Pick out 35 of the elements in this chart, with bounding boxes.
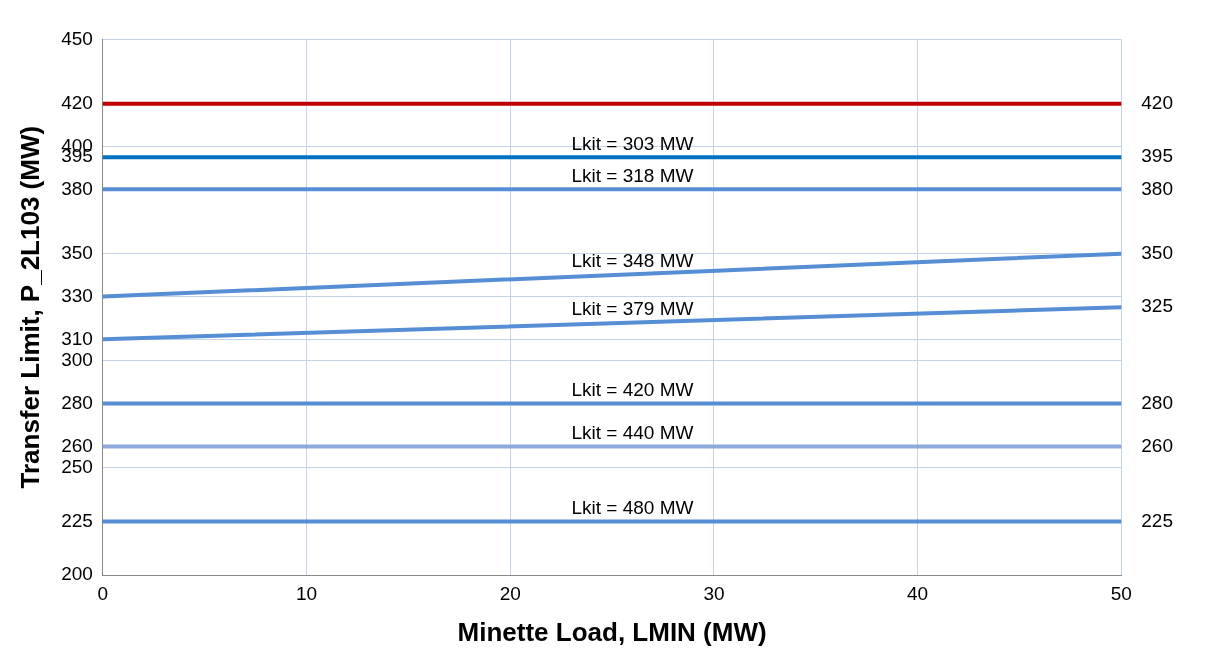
y-axis-title: Transfer Limit, P_2L103 (MW): [14, 125, 45, 489]
series-label: Lkit = 440 MW: [571, 422, 694, 444]
x-tick-label: 0: [97, 582, 109, 604]
y2-tick-label: 350: [1141, 241, 1173, 263]
y-tick-label: 380: [61, 177, 93, 199]
y-tick-label: 300: [61, 348, 93, 370]
y-tick-label: 450: [61, 27, 93, 49]
y-tick-label: 260: [61, 434, 93, 456]
y2-tick-label: 225: [1141, 509, 1173, 531]
y-tick-label: 200: [61, 563, 93, 585]
x-tick-label: 10: [296, 582, 318, 604]
y-tick-label: 350: [61, 241, 93, 263]
series-label: Lkit = 348 MW: [571, 249, 694, 271]
y-tick-label: 280: [61, 391, 93, 413]
x-tick-label: 40: [907, 582, 929, 604]
x-tick-label: 20: [499, 582, 521, 604]
y2-tick-label: 260: [1141, 434, 1173, 456]
y-tick-label: 310: [61, 327, 93, 349]
x-axis-title: Minette Load, LMIN (MW): [457, 616, 767, 647]
y-tick-label: 225: [61, 509, 93, 531]
y2-tick-label: 420: [1141, 91, 1173, 113]
x-tick-label: 50: [1110, 582, 1132, 604]
series-label: Lkit = 379 MW: [571, 298, 694, 320]
y2-tick-label: 325: [1141, 295, 1173, 317]
series-label: Lkit = 420 MW: [571, 379, 694, 401]
y-tick-label: 250: [61, 456, 93, 478]
y-tick-label: 420: [61, 91, 93, 113]
x-tick-label: 30: [703, 582, 725, 604]
y2-tick-label: 280: [1141, 391, 1173, 413]
y-tick-label: 330: [61, 284, 93, 306]
series-label: Lkit = 318 MW: [571, 165, 694, 187]
y2-tick-label: 395: [1141, 145, 1173, 167]
series-label: Lkit = 480 MW: [571, 497, 694, 519]
series-label: Lkit = 303 MW: [571, 132, 694, 154]
y2-tick-label: 380: [1141, 177, 1173, 199]
